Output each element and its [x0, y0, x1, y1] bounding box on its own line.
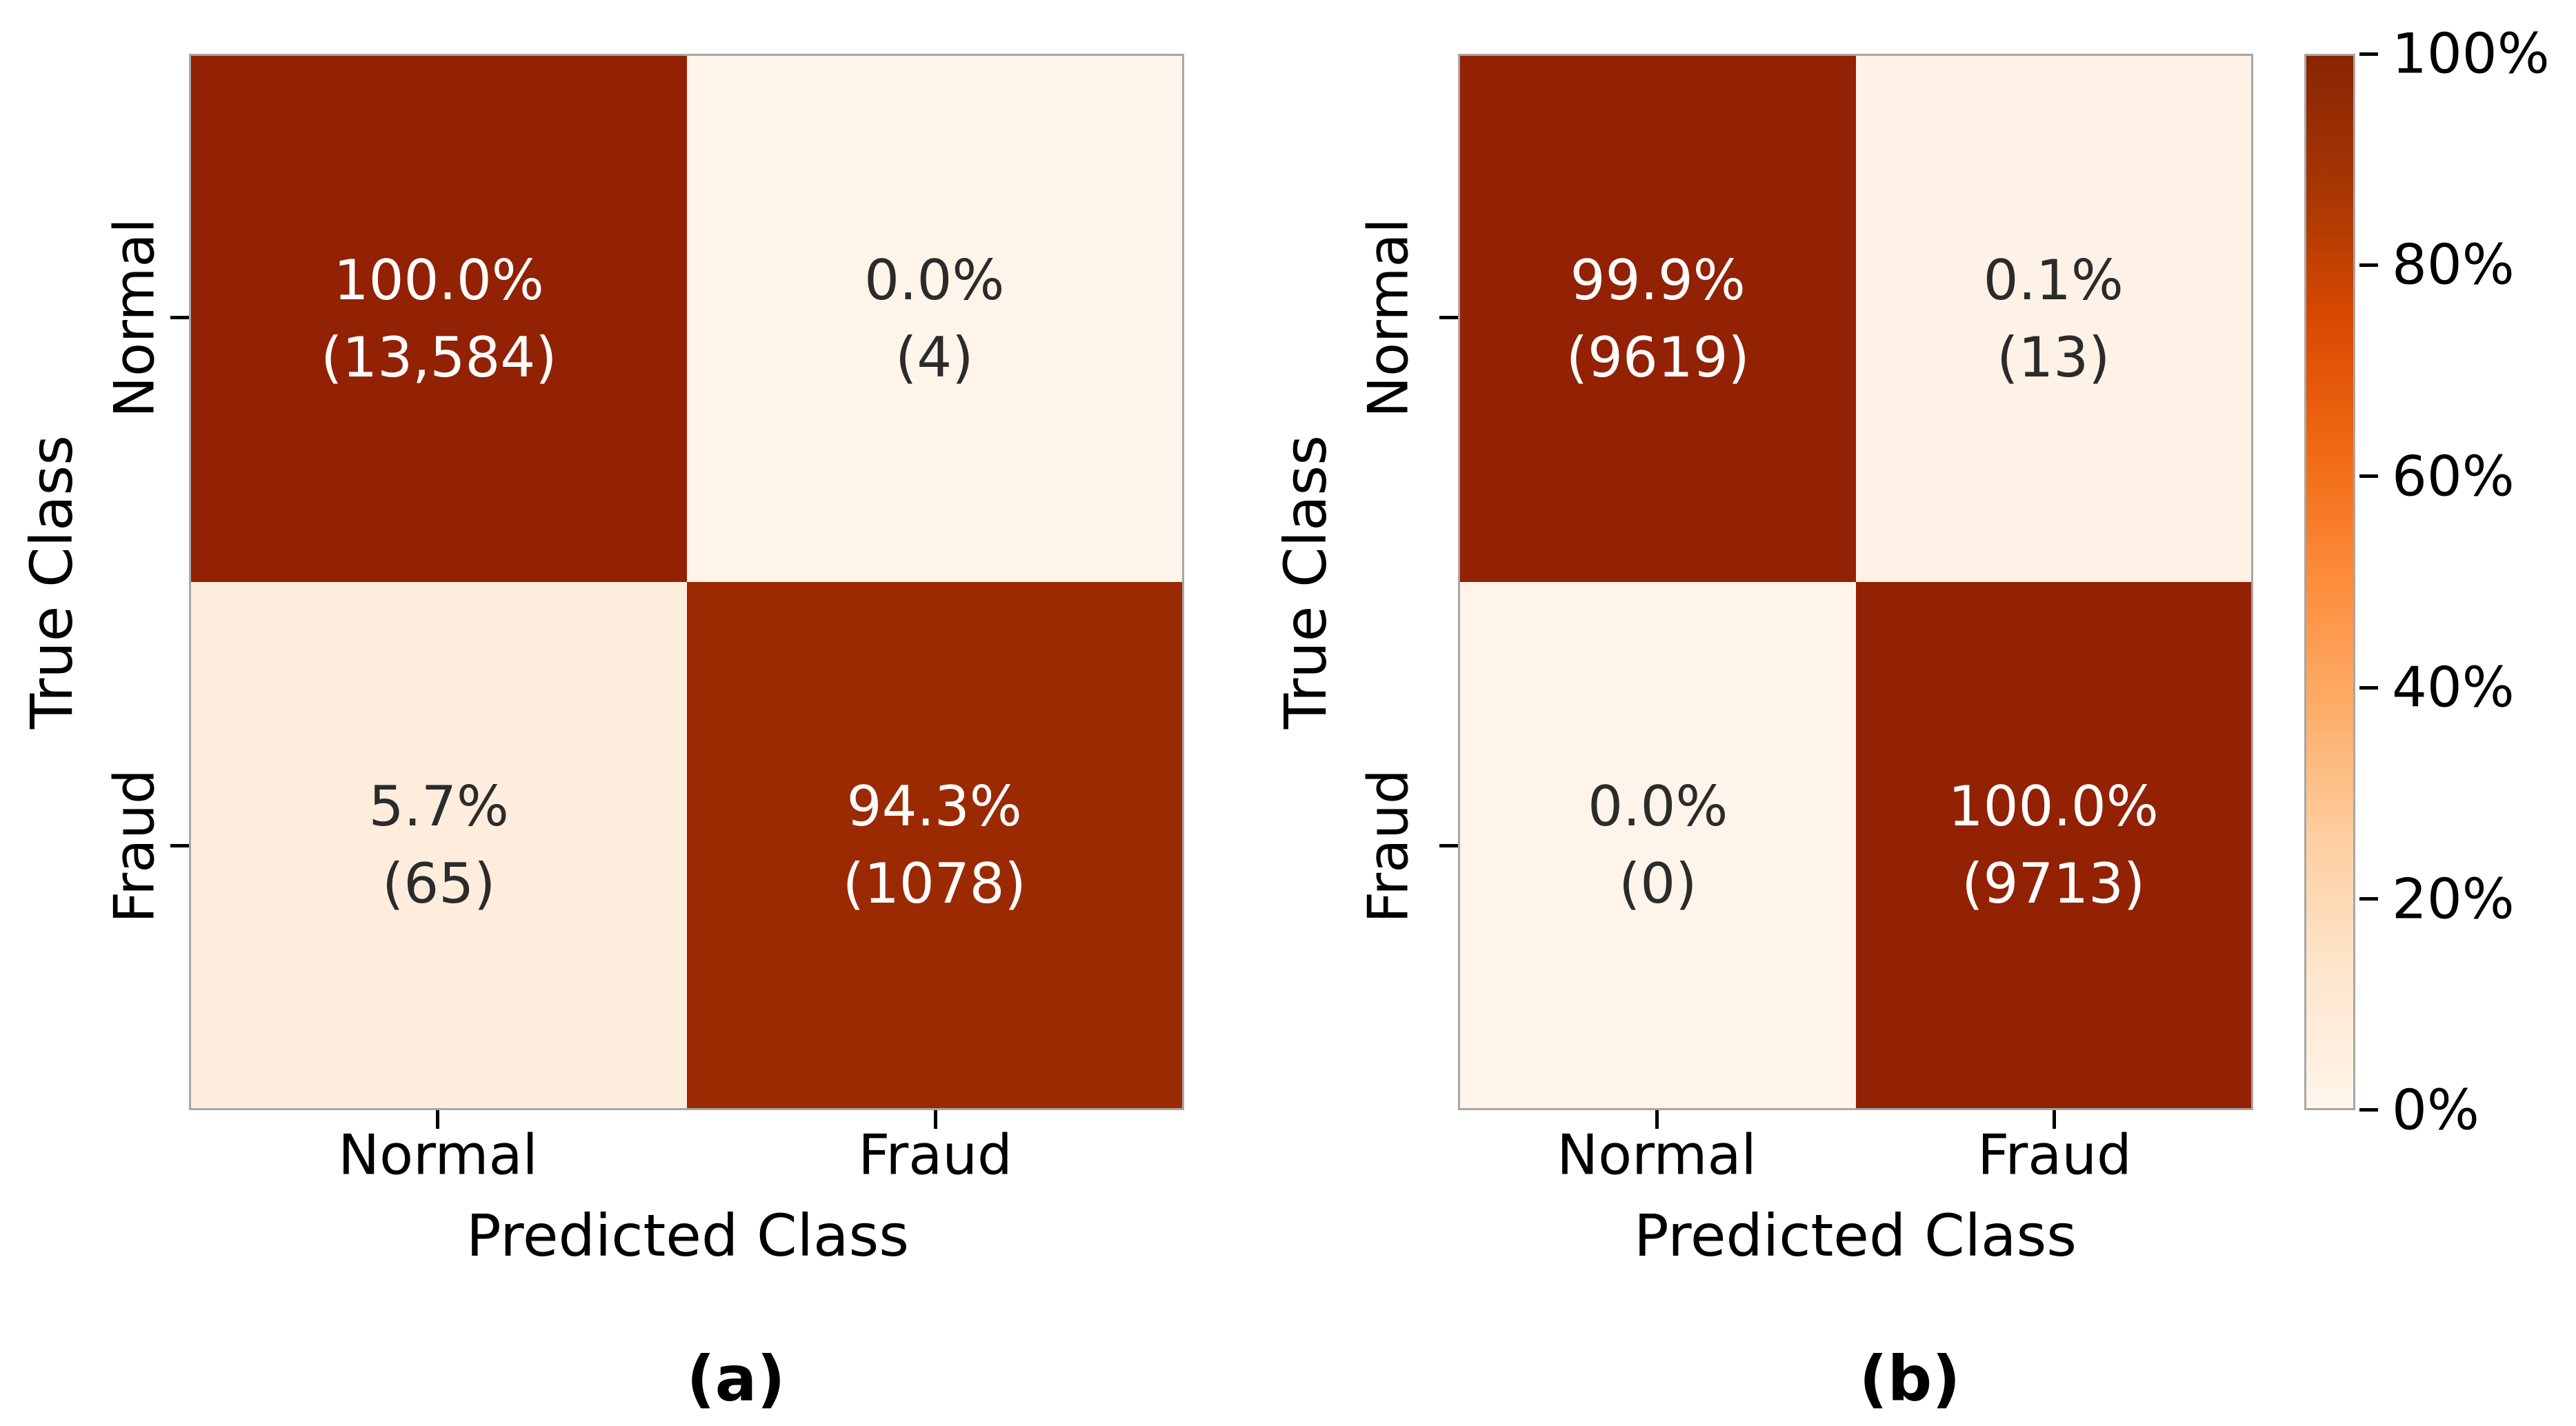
- cell-b-true-fraud-pred-fraud: 100.0% (9713): [1855, 582, 2251, 1108]
- x-tick-label-b-fraud: Fraud: [1977, 1123, 2132, 1187]
- x-tick-mark: [934, 1110, 937, 1129]
- subfigure-caption-b: (b): [1859, 1343, 1961, 1416]
- cell-b-true-fraud-pred-normal: 0.0% (0): [1460, 582, 1856, 1108]
- cell-percent: 0.0%: [864, 248, 1005, 312]
- cell-percent: 100.0%: [1948, 774, 2159, 838]
- colorbar-tick-label-0: 0%: [2392, 1078, 2479, 1143]
- subfigure-caption-a: (a): [686, 1343, 786, 1416]
- colorbar-tick-label-60: 60%: [2392, 444, 2515, 509]
- colorbar-tick-mark: [2359, 474, 2378, 478]
- cell-a-true-normal-pred-normal: 100.0% (13,584): [191, 56, 687, 582]
- cell-count: (0): [1619, 851, 1697, 916]
- colorbar-tick-mark: [2359, 897, 2378, 901]
- x-tick-mark: [1655, 1110, 1659, 1129]
- y-tick-mark: [170, 316, 189, 319]
- colorbar-tick-mark: [2359, 52, 2378, 56]
- colorbar-tick-label-40: 40%: [2392, 655, 2515, 720]
- cell-b-true-normal-pred-fraud: 0.1% (13): [1855, 56, 2251, 582]
- x-tick-label-a-fraud: Fraud: [858, 1123, 1012, 1187]
- colorbar-gradient: [2304, 54, 2355, 1110]
- x-tick-label-b-normal: Normal: [1557, 1123, 1757, 1187]
- cell-count: (13,584): [321, 325, 557, 390]
- x-tick-mark: [436, 1110, 439, 1129]
- cell-count: (13): [1997, 325, 2110, 390]
- cell-percent: 5.7%: [368, 774, 509, 838]
- y-tick-mark: [170, 844, 189, 847]
- heatmap-b: 99.9% (9619) 0.1% (13) 0.0% (0) 100.0% (…: [1458, 54, 2253, 1110]
- x-axis-label-a: Predicted Class: [466, 1202, 910, 1269]
- y-tick-mark: [1439, 844, 1458, 847]
- cell-a-true-normal-pred-fraud: 0.0% (4): [686, 56, 1182, 582]
- y-tick-mark: [1439, 316, 1458, 319]
- y-tick-label-b-fraud: Fraud: [1356, 769, 1421, 923]
- colorbar-tick-label-100: 100%: [2392, 21, 2550, 86]
- cell-a-true-fraud-pred-normal: 5.7% (65): [191, 582, 687, 1108]
- cell-count: (9713): [1961, 851, 2146, 916]
- cell-count: (4): [895, 325, 974, 390]
- cell-percent: 100.0%: [333, 248, 544, 312]
- colorbar-tick-mark: [2359, 686, 2378, 690]
- y-axis-label-b: True Class: [1272, 434, 1339, 730]
- y-tick-label-b-normal: Normal: [1356, 218, 1421, 418]
- y-axis-label-a: True Class: [18, 434, 86, 730]
- x-tick-label-a-normal: Normal: [338, 1123, 538, 1187]
- colorbar-tick-mark: [2359, 1108, 2378, 1112]
- cell-count: (1078): [842, 851, 1026, 916]
- cell-percent: 94.3%: [846, 774, 1022, 838]
- colorbar-tick-label-80: 80%: [2392, 232, 2515, 297]
- cell-count: (9619): [1566, 325, 1750, 390]
- x-axis-label-b: Predicted Class: [1633, 1202, 2077, 1269]
- y-tick-label-a-normal: Normal: [102, 218, 167, 418]
- heatmap-a: 100.0% (13,584) 0.0% (4) 5.7% (65) 94.3%…: [189, 54, 1184, 1110]
- cell-a-true-fraud-pred-fraud: 94.3% (1078): [686, 582, 1182, 1108]
- cell-percent: 99.9%: [1570, 248, 1746, 312]
- colorbar-tick-label-20: 20%: [2392, 867, 2515, 932]
- x-tick-mark: [2053, 1110, 2056, 1129]
- colorbar-tick-mark: [2359, 263, 2378, 267]
- cell-b-true-normal-pred-normal: 99.9% (9619): [1460, 56, 1856, 582]
- cell-percent: 0.1%: [1983, 248, 2124, 312]
- cell-percent: 0.0%: [1588, 774, 1728, 838]
- cell-count: (65): [382, 851, 496, 916]
- y-tick-label-a-fraud: Fraud: [102, 769, 167, 923]
